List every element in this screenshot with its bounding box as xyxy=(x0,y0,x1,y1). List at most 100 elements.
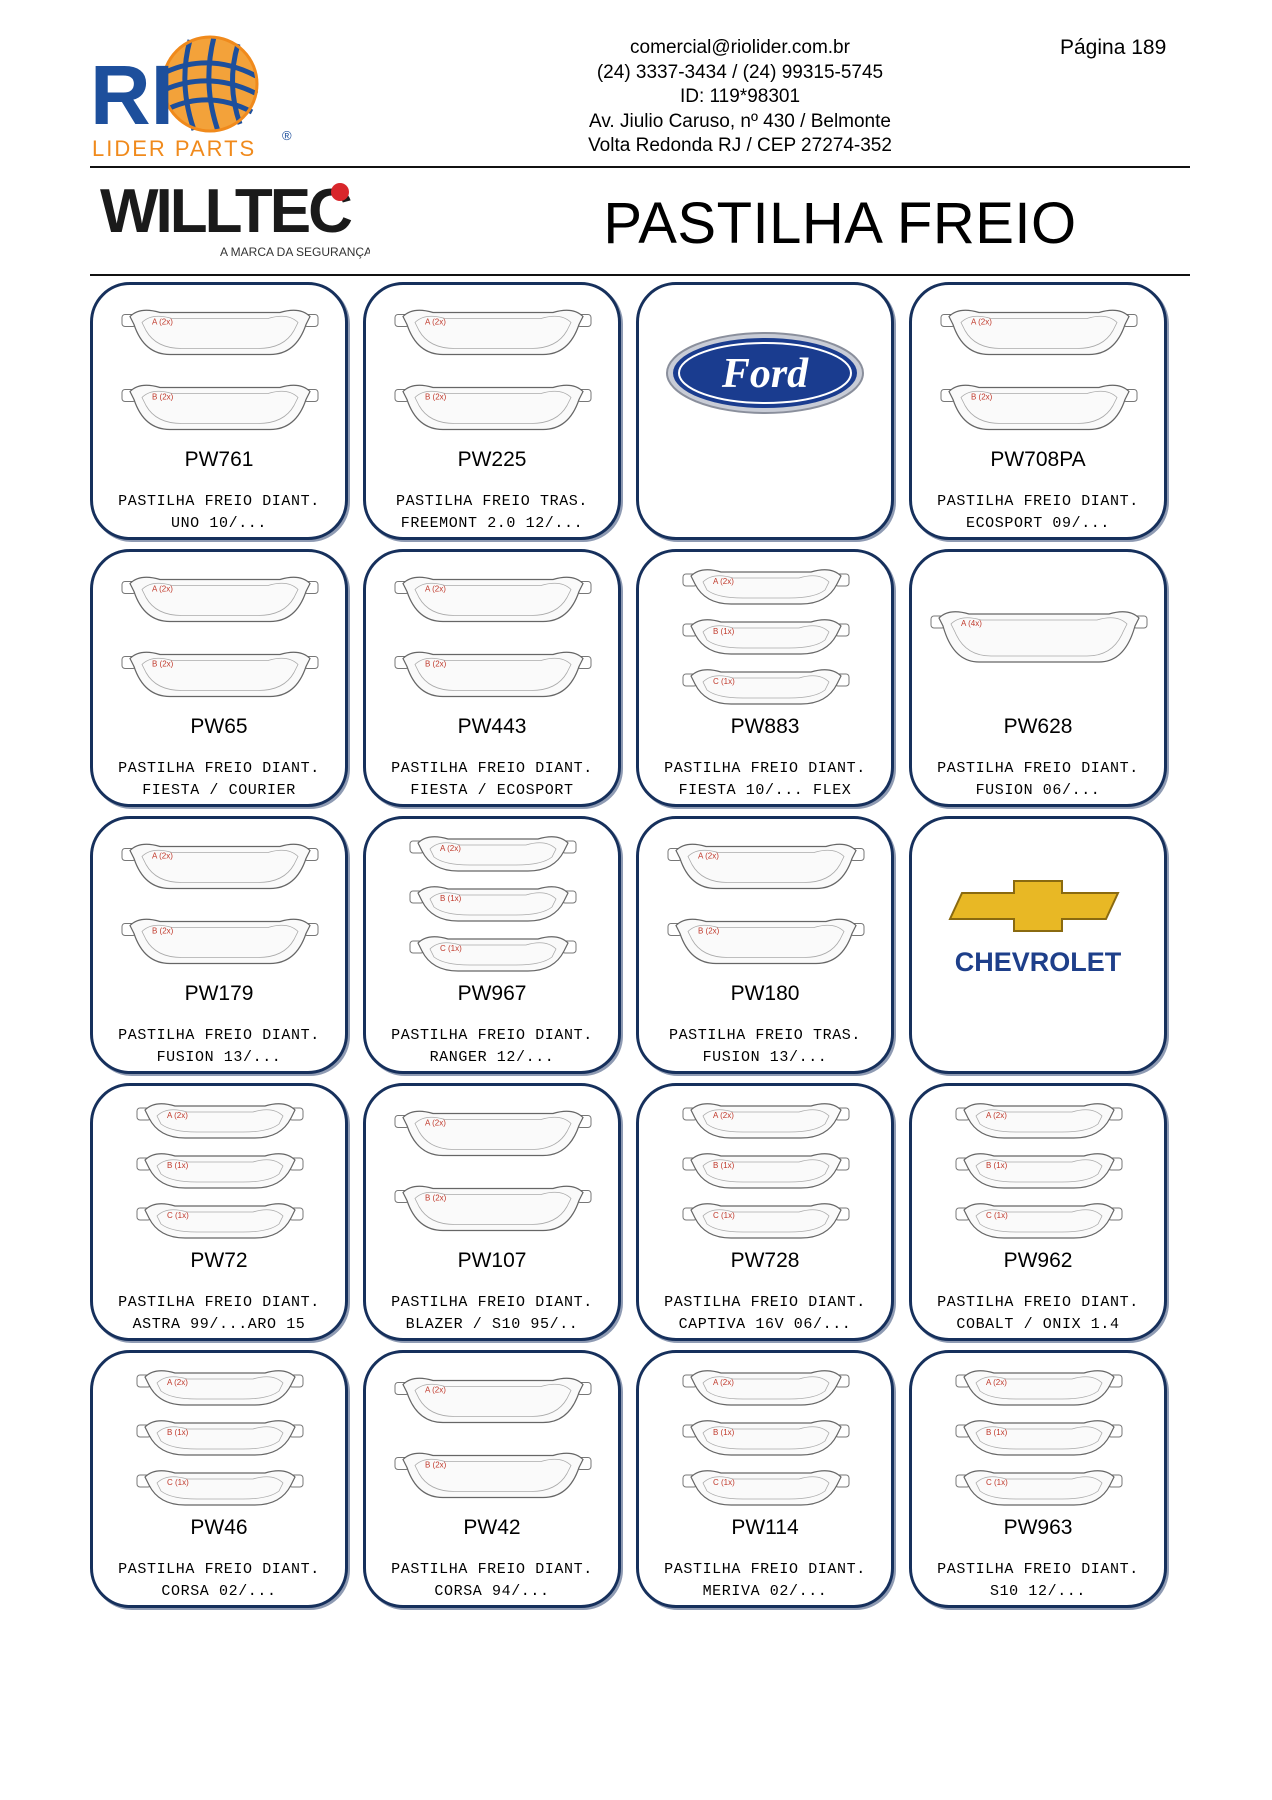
brake-pad-shape: C (1x) xyxy=(409,936,577,972)
product-description: PASTILHA FREIO DIANT. FIESTA / COURIER xyxy=(93,758,345,802)
pad-label: A (2x) xyxy=(425,1119,446,1128)
pad-label: B (2x) xyxy=(971,393,993,402)
brake-pad-shape: B (2x) xyxy=(121,384,319,431)
product-description: PASTILHA FREIO DIANT. ECOSPORT 09/... xyxy=(912,491,1164,535)
brake-pad-shape: C (1x) xyxy=(136,1470,304,1506)
product-card: A (2x) B (2x) PW443 PASTILHA FREIO DIANT. FI… xyxy=(363,549,621,807)
product-drawing: A (2x) B (1x) C (1x) xyxy=(111,1363,329,1513)
description-line-1: PASTILHA FREIO DIANT. xyxy=(664,760,866,777)
pad-label: C (1x) xyxy=(713,1478,735,1487)
pad-label: A (2x) xyxy=(440,844,461,853)
ford-logo-text: Ford xyxy=(721,351,809,397)
product-card: A (2x) B (1x) C (1x) PW967 PASTILHA FREIO DI… xyxy=(363,816,621,1074)
header-divider xyxy=(90,166,1190,168)
description-line-2: CORSA 02/... xyxy=(161,1583,277,1600)
brake-pad-shape: C (1x) xyxy=(136,1203,304,1239)
pad-label: C (1x) xyxy=(713,1211,735,1220)
pad-label: A (4x) xyxy=(961,619,982,628)
brake-pad-shape: A (2x) xyxy=(409,836,577,872)
brake-pad-shape: B (1x) xyxy=(682,619,850,655)
product-description: PASTILHA FREIO DIANT. CORSA 94/... xyxy=(366,1559,618,1603)
product-code: PW42 xyxy=(463,1516,521,1539)
product-description: PASTILHA FREIO DIANT. BLAZER / S10 95/.. xyxy=(366,1292,618,1336)
product-description: PASTILHA FREIO DIANT. FUSION 06/... xyxy=(912,758,1164,802)
product-grid: A (2x) B (2x) PW761 PASTILHA FREIO DIANT. UN… xyxy=(90,282,1167,1608)
product-code: PW179 xyxy=(184,982,254,1005)
brake-pad-shape: C (1x) xyxy=(955,1203,1123,1239)
product-code: PW225 xyxy=(457,448,527,471)
product-card: A (2x) B (2x) PW180 PASTILHA FREIO TRAS. FUS… xyxy=(636,816,894,1074)
description-line-1: PASTILHA FREIO DIANT. xyxy=(391,1294,593,1311)
brake-pad-shape: B (2x) xyxy=(394,1185,592,1232)
brake-pad-drawing: A (2x) B (1x) C (1x) xyxy=(955,1370,1123,1506)
description-line-2: S10 12/... xyxy=(989,1583,1086,1600)
brake-pad-shape: A (2x) xyxy=(955,1103,1123,1139)
contact-city: Volta Redonda RJ / CEP 27274-352 xyxy=(588,135,892,156)
description-line-2: FUSION 13/... xyxy=(156,1049,282,1066)
product-description: PASTILHA FREIO DIANT. ASTRA 99/...ARO 15 xyxy=(93,1292,345,1336)
product-card: A (2x) B (2x) PW179 PASTILHA FREIO DIANT. FU… xyxy=(90,816,348,1074)
product-description: PASTILHA FREIO DIANT. CAPTIVA 16V 06/... xyxy=(639,1292,891,1336)
description-line-1: PASTILHA FREIO DIANT. xyxy=(118,493,320,510)
brake-pad-drawing: A (2x) B (1x) C (1x) xyxy=(409,836,577,972)
brake-pad-shape: B (1x) xyxy=(682,1153,850,1189)
product-drawing: A (2x) B (1x) C (1x) xyxy=(657,562,875,712)
pad-label: A (2x) xyxy=(425,318,446,327)
description-line-1: PASTILHA FREIO TRAS. xyxy=(395,493,589,510)
product-drawing: A (2x) B (2x) xyxy=(111,829,329,979)
description-line-1: PASTILHA FREIO DIANT. xyxy=(391,1561,593,1578)
product-code: PW114 xyxy=(731,1516,799,1539)
description-line-2: RANGER 12/... xyxy=(429,1049,555,1066)
product-code: PW963 xyxy=(1003,1516,1073,1539)
product-description: PASTILHA FREIO DIANT. FUSION 13/... xyxy=(93,1025,345,1069)
description-line-2: CAPTIVA 16V 06/... xyxy=(678,1316,852,1333)
pad-label: A (2x) xyxy=(152,585,173,594)
brake-pad-shape: A (2x) xyxy=(394,576,592,623)
description-line-2: MERIVA 02/... xyxy=(702,1583,828,1600)
pad-label: C (1x) xyxy=(167,1211,189,1220)
ford-logo-icon: Ford xyxy=(666,332,864,414)
product-card: A (2x) B (1x) C (1x) PW963 PASTILHA FREIO DI… xyxy=(909,1350,1167,1608)
pad-label: B (1x) xyxy=(713,1161,735,1170)
description-line-1: PASTILHA FREIO DIANT. xyxy=(937,1294,1139,1311)
pad-label: C (1x) xyxy=(167,1478,189,1487)
pad-label: B (1x) xyxy=(986,1161,1008,1170)
pad-label: A (2x) xyxy=(167,1111,188,1120)
product-card: A (2x) B (2x) PW107 PASTILHA FREIO DIANT. BL… xyxy=(363,1083,621,1341)
brake-pad-drawing: A (4x) xyxy=(930,611,1148,663)
pad-label: B (1x) xyxy=(713,1428,735,1437)
product-card: A (2x) B (1x) C (1x) PW962 PASTILHA FREIO DI… xyxy=(909,1083,1167,1341)
product-code: PW967 xyxy=(457,982,527,1005)
brake-pad-drawing: A (2x) B (2x) xyxy=(394,309,592,431)
brake-pad-shape: A (2x) xyxy=(394,309,592,356)
product-description: PASTILHA FREIO DIANT. MERIVA 02/... xyxy=(639,1559,891,1603)
brand-red-dot-icon xyxy=(331,183,349,201)
product-card: A (2x) B (2x) PW761 PASTILHA FREIO DIANT. UN… xyxy=(90,282,348,540)
description-line-1: PASTILHA FREIO DIANT. xyxy=(391,760,593,777)
brake-pad-drawing: A (2x) B (1x) C (1x) xyxy=(682,1370,850,1506)
brand-logo: Ford xyxy=(649,307,881,467)
product-code: PW443 xyxy=(457,715,527,738)
product-description: PASTILHA FREIO TRAS. FREEMONT 2.0 12/... xyxy=(366,491,618,535)
brake-pad-shape: B (1x) xyxy=(682,1420,850,1456)
brake-pad-shape: C (1x) xyxy=(682,1203,850,1239)
product-code: PW628 xyxy=(1003,715,1073,738)
pad-label: C (1x) xyxy=(713,677,735,686)
description-line-1: PASTILHA FREIO DIANT. xyxy=(118,1027,320,1044)
description-line-2: FIESTA 10/... FLEX xyxy=(678,782,852,799)
brake-pad-shape: B (2x) xyxy=(394,651,592,698)
pad-label: A (2x) xyxy=(971,318,992,327)
brake-pad-shape: B (1x) xyxy=(409,886,577,922)
registered-mark: ® xyxy=(282,128,292,143)
pad-label: C (1x) xyxy=(986,1211,1008,1220)
willtec-logo: WILLTEC A MARCA DA SEGURANÇA xyxy=(100,176,372,266)
description-line-2: FUSION 06/... xyxy=(975,782,1101,799)
product-description: PASTILHA FREIO DIANT. CORSA 02/... xyxy=(93,1559,345,1603)
brake-pad-drawing: A (2x) B (2x) xyxy=(667,843,865,965)
product-description: PASTILHA FREIO DIANT. FIESTA 10/... FLEX xyxy=(639,758,891,802)
brake-pad-drawing: A (2x) B (1x) C (1x) xyxy=(955,1103,1123,1239)
brake-pad-shape: A (2x) xyxy=(955,1370,1123,1406)
description-line-1: PASTILHA FREIO DIANT. xyxy=(664,1294,866,1311)
description-line-2: BLAZER / S10 95/.. xyxy=(405,1316,579,1333)
brake-pad-shape: B (2x) xyxy=(394,1452,592,1499)
